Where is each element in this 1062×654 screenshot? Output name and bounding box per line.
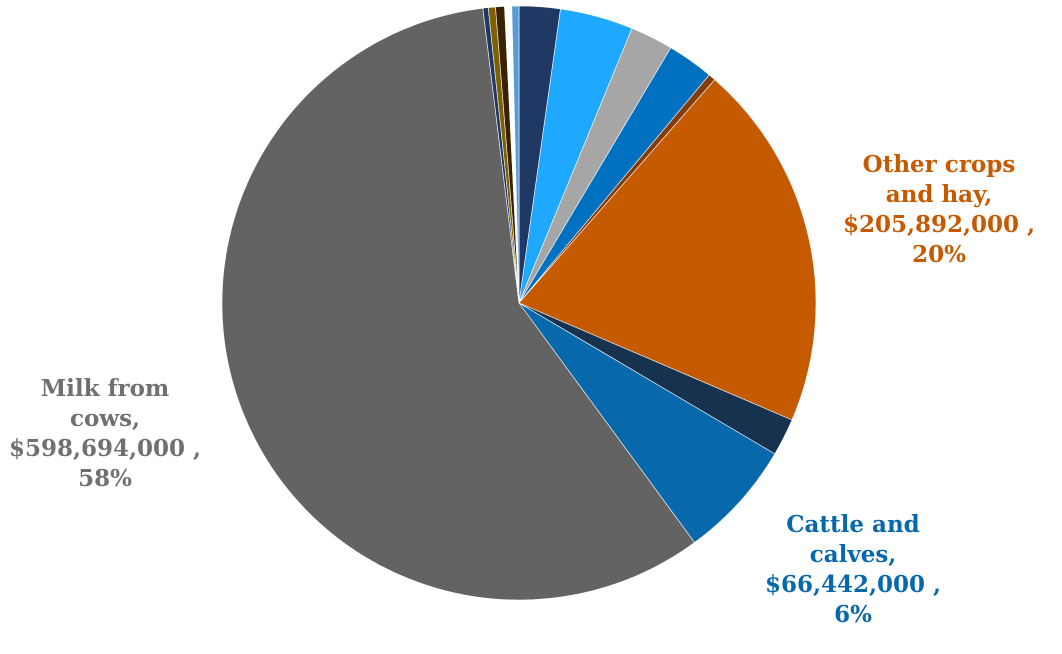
data-label-cattle-and-calves: Cattle and calves, $66,442,000 , 6% <box>740 510 966 630</box>
label-line: 6% <box>834 601 872 628</box>
pie-slice-8 <box>221 7 695 601</box>
data-label-milk-from-cows: Milk from cows, $598,694,000 , 58% <box>0 374 210 494</box>
pie-slice-7 <box>518 302 776 543</box>
label-line: $66,442,000 , <box>764 571 942 598</box>
pie-slice-13 <box>511 5 520 304</box>
label-line: Other crops <box>862 151 1016 178</box>
label-line: calves, <box>809 541 897 568</box>
label-line: Cattle and <box>786 511 920 538</box>
pie-slice-5 <box>518 79 817 421</box>
data-label-other-crops-and-hay: Other crops and hay, $205,892,000 , 20% <box>826 150 1052 270</box>
label-line: and hay, <box>885 181 993 208</box>
label-line: $205,892,000 , <box>842 211 1036 238</box>
label-line: $598,694,000 , <box>8 435 202 462</box>
label-line: 58% <box>78 465 132 492</box>
label-line: Milk from <box>40 375 170 402</box>
label-line: cows, <box>69 405 141 432</box>
label-line: 20% <box>912 241 966 268</box>
